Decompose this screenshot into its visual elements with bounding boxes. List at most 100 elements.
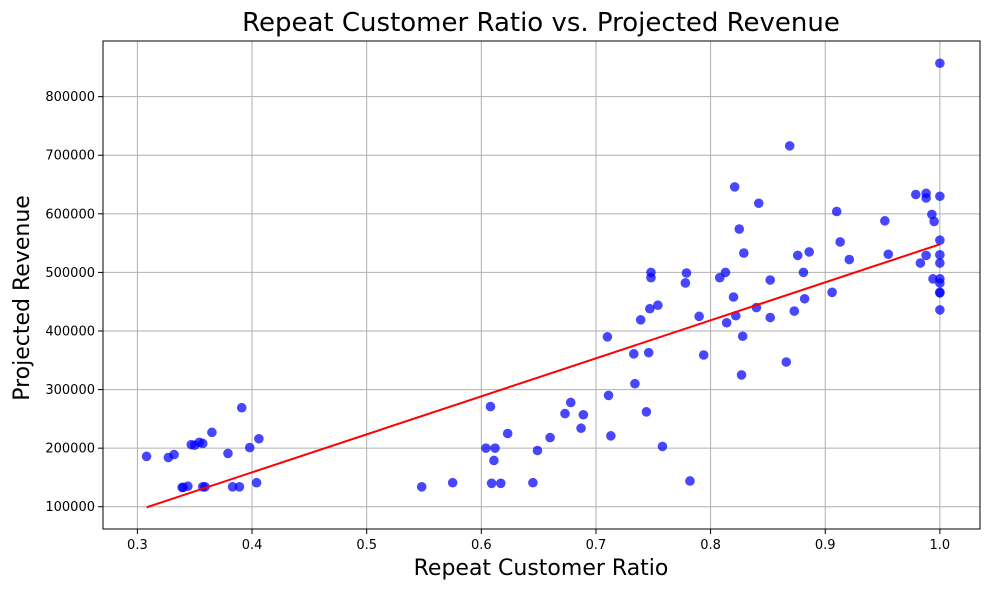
x-tick-label: 0.8 [700,538,721,553]
data-point [765,312,776,323]
data-point [935,278,945,288]
data-point [935,191,945,202]
x-tick-label: 0.6 [471,538,492,553]
plot-frame [102,40,981,530]
data-point [197,438,208,449]
x-tick-label: 0.4 [242,538,263,553]
y-tick-label: 500000 [45,266,95,281]
y-tick-label: 100000 [45,500,95,515]
data-point [227,482,238,492]
data-point [223,448,233,459]
data-point [630,378,640,389]
y-tick-label: 200000 [45,442,95,457]
data-point [911,189,921,200]
data-point [481,443,491,453]
data-point [646,272,656,283]
data-point [560,408,570,419]
y-axis-ticks: 100000 200000 300000 400000 500000 600000 7000… [45,90,103,515]
data-point [643,347,654,358]
data-points [141,58,945,493]
y-tick-label: 700000 [45,149,95,164]
data-point [915,258,926,268]
data-point [244,442,255,453]
data-point [628,349,639,359]
x-tick-label: 0.9 [815,538,836,553]
data-point [935,258,945,268]
data-point [447,477,458,488]
data-point [921,193,931,203]
data-point [935,250,945,260]
data-point [236,402,247,413]
data-point [734,224,745,234]
data-point [234,482,245,492]
data-point [694,311,704,322]
x-axis-ticks: 0.3 0.4 0.5 0.6 0.7 0.8 0.9 1.0 [127,529,950,553]
data-point [251,477,262,488]
y-tick-label: 800000 [45,90,95,105]
data-point [681,268,692,278]
y-tick-label: 300000 [45,383,95,398]
data-point [532,445,543,456]
data-point [578,409,589,420]
data-point [502,428,513,439]
data-point [831,206,842,217]
y-tick-label: 400000 [45,324,95,339]
data-point [602,332,613,342]
x-tick-label: 1.0 [930,538,951,553]
x-tick-label: 0.5 [356,538,377,553]
data-point [685,476,695,486]
data-point [416,482,427,492]
data-point [657,441,668,452]
data-point [496,478,506,489]
data-point [844,254,855,265]
data-point [737,331,748,342]
data-point [739,248,749,258]
data-point [753,198,764,209]
data-point [935,288,945,298]
data-point [645,303,655,314]
data-point [827,287,837,298]
data-point [736,370,747,380]
x-axis-label: Repeat Customer Ratio [414,556,669,581]
data-point [799,293,810,304]
data-point [721,317,732,328]
data-point [798,267,809,278]
data-point [653,300,663,311]
data-point [603,390,614,401]
data-point [486,478,497,489]
data-point [804,247,814,257]
data-point [576,423,586,434]
data-point [489,455,499,466]
data-point [528,477,538,488]
data-point [935,58,945,69]
x-tick-label: 0.7 [586,538,607,553]
data-point [169,449,179,460]
data-point [565,397,576,408]
y-tick-label: 600000 [45,207,95,222]
data-point [720,267,731,278]
data-point [929,216,939,227]
data-point [545,432,555,443]
data-point [935,305,945,315]
data-point [921,250,931,261]
data-point [490,443,500,453]
data-point [781,357,792,367]
data-point [641,407,652,417]
data-point [680,278,691,288]
data-point [765,275,776,285]
data-point [207,427,217,438]
data-point [485,401,496,412]
data-point [784,141,795,151]
grid [103,41,980,529]
data-point [254,433,264,444]
data-point [880,216,890,226]
x-tick-label: 0.3 [127,538,148,553]
trend-line-group [146,243,941,509]
trend-line [146,243,941,509]
data-point [698,350,709,360]
data-point [935,235,945,245]
y-axis-label: Projected Revenue [10,195,35,401]
data-point [728,292,739,302]
data-point [183,481,193,492]
